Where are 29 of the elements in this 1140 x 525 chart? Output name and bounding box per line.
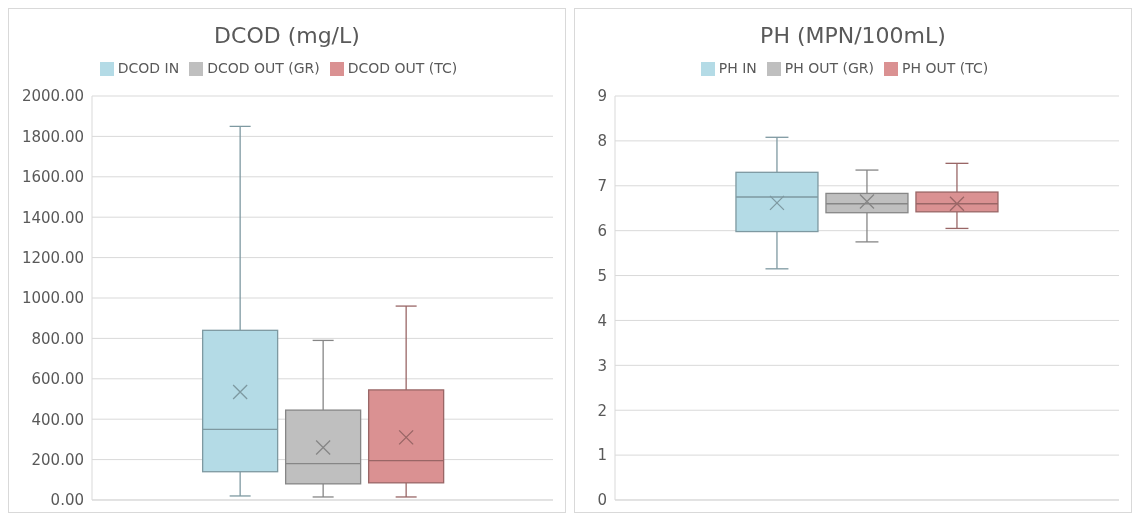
legend-label: PH OUT (GR) xyxy=(784,60,875,76)
legend-label: PH OUT (TC) xyxy=(902,60,989,76)
chart-title: DCOD (mg/L) xyxy=(213,23,361,50)
y-tick-label: 9 xyxy=(597,87,607,106)
y-tick-label: 1200.00 xyxy=(21,248,84,267)
legend-label: DCOD OUT (TC) xyxy=(347,60,458,76)
y-tick-label: 1400.00 xyxy=(21,208,84,227)
y-tick-label: 3 xyxy=(597,356,607,375)
y-tick-label: 1800.00 xyxy=(21,127,84,146)
y-tick-label: 1 xyxy=(597,446,607,465)
y-tick-label: 2000.00 xyxy=(21,87,84,106)
legend-label: DCOD OUT (GR) xyxy=(207,60,320,76)
y-tick-label: 2 xyxy=(597,401,607,420)
legend-label: PH IN xyxy=(718,60,757,76)
y-tick-label: 8 xyxy=(597,132,607,151)
y-tick-label: 4 xyxy=(597,311,607,330)
y-tick-label: 1000.00 xyxy=(21,289,84,308)
y-tick-label: 800.00 xyxy=(31,329,84,348)
y-tick-label: 200.00 xyxy=(31,450,84,469)
legend-label: DCOD IN xyxy=(117,60,180,76)
y-tick-label: 1600.00 xyxy=(21,168,84,187)
y-tick-label: 600.00 xyxy=(31,370,84,389)
y-tick-label: 400.00 xyxy=(31,410,84,429)
y-tick-label: 5 xyxy=(597,266,607,285)
chart-title: PH (MPN/100mL) xyxy=(759,23,947,50)
y-tick-label: 0 xyxy=(597,491,607,510)
y-tick-label: 7 xyxy=(597,177,607,196)
y-tick-label: 0.00 xyxy=(50,491,84,510)
y-tick-label: 6 xyxy=(597,221,607,240)
